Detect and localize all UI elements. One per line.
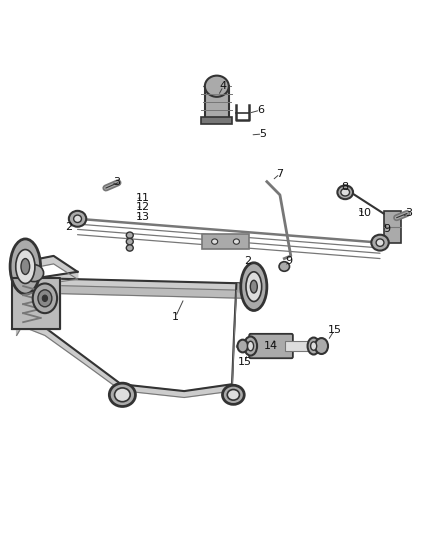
Text: 1: 1 xyxy=(172,312,179,322)
Text: 15: 15 xyxy=(238,357,252,367)
Text: 2: 2 xyxy=(244,256,251,266)
Polygon shape xyxy=(27,256,78,279)
Ellipse shape xyxy=(33,274,40,290)
Text: 5: 5 xyxy=(259,129,266,139)
Ellipse shape xyxy=(74,215,81,222)
Ellipse shape xyxy=(126,245,133,251)
Bar xyxy=(205,86,229,118)
Polygon shape xyxy=(36,272,78,285)
Ellipse shape xyxy=(126,232,133,238)
Ellipse shape xyxy=(247,341,254,351)
Ellipse shape xyxy=(233,239,240,244)
Ellipse shape xyxy=(25,265,44,281)
Ellipse shape xyxy=(279,262,290,271)
Ellipse shape xyxy=(110,383,135,407)
Text: 8: 8 xyxy=(342,182,349,192)
Text: 7: 7 xyxy=(276,169,283,179)
Polygon shape xyxy=(17,285,45,335)
Ellipse shape xyxy=(244,336,257,356)
Text: 11: 11 xyxy=(136,192,150,203)
Text: 2: 2 xyxy=(65,222,72,232)
Ellipse shape xyxy=(205,76,229,97)
Polygon shape xyxy=(237,284,254,296)
Ellipse shape xyxy=(42,295,47,302)
Ellipse shape xyxy=(251,280,257,293)
Ellipse shape xyxy=(69,211,86,227)
Ellipse shape xyxy=(241,263,267,311)
Ellipse shape xyxy=(307,337,320,354)
Polygon shape xyxy=(232,284,237,391)
Ellipse shape xyxy=(212,239,218,244)
Ellipse shape xyxy=(38,290,52,307)
Polygon shape xyxy=(36,278,247,290)
Polygon shape xyxy=(28,322,121,391)
Bar xyxy=(285,341,317,351)
Text: 10: 10 xyxy=(358,208,372,219)
Polygon shape xyxy=(121,384,232,398)
Text: 9: 9 xyxy=(383,224,390,235)
Ellipse shape xyxy=(10,239,41,294)
Ellipse shape xyxy=(315,338,328,354)
Text: 13: 13 xyxy=(136,212,150,222)
Ellipse shape xyxy=(371,235,389,251)
FancyBboxPatch shape xyxy=(249,334,293,358)
Polygon shape xyxy=(12,278,60,329)
Text: 14: 14 xyxy=(264,341,278,351)
Bar xyxy=(384,211,401,243)
Text: 9: 9 xyxy=(285,256,292,266)
Ellipse shape xyxy=(237,340,248,352)
Ellipse shape xyxy=(246,272,261,302)
Ellipse shape xyxy=(341,189,350,196)
Polygon shape xyxy=(36,285,247,298)
Ellipse shape xyxy=(223,385,244,405)
Text: 4: 4 xyxy=(220,81,227,91)
Text: 3: 3 xyxy=(405,208,412,219)
Ellipse shape xyxy=(311,342,317,350)
Text: 12: 12 xyxy=(136,202,150,212)
Text: 15: 15 xyxy=(327,325,341,335)
Text: 6: 6 xyxy=(257,105,264,115)
Ellipse shape xyxy=(126,238,133,245)
Ellipse shape xyxy=(33,284,57,313)
Ellipse shape xyxy=(16,249,35,284)
Bar xyxy=(201,234,250,249)
Ellipse shape xyxy=(376,239,384,246)
Text: 3: 3 xyxy=(113,176,120,187)
Ellipse shape xyxy=(337,185,353,199)
Ellipse shape xyxy=(21,259,30,274)
Ellipse shape xyxy=(227,390,240,400)
Ellipse shape xyxy=(115,388,130,402)
Bar xyxy=(201,117,232,124)
